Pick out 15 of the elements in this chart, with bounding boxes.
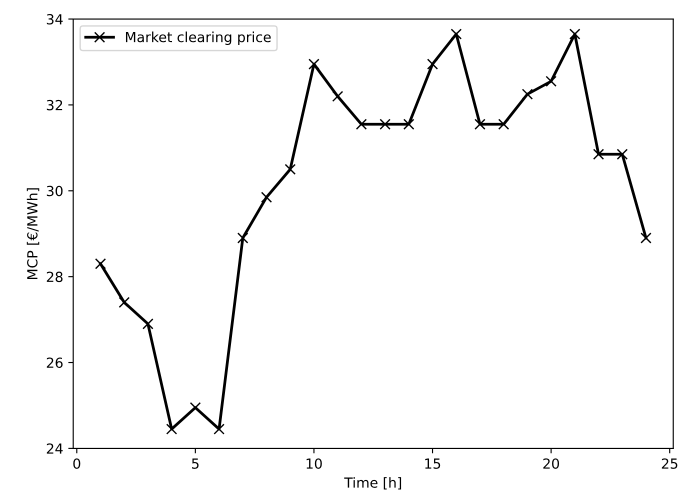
y-axis-title: MCP [€/MWh] bbox=[26, 188, 40, 280]
y-tick-label: 24 bbox=[46, 443, 63, 454]
x-tick-label: 15 bbox=[425, 458, 440, 469]
y-tick-label: 28 bbox=[46, 272, 63, 282]
y-tick-label: 32 bbox=[46, 100, 62, 110]
y-tick-label: 34 bbox=[46, 14, 63, 25]
x-axis-title: Time [h] bbox=[344, 477, 402, 490]
x-tick-label: 25 bbox=[662, 458, 678, 469]
legend-label: Market clearing price bbox=[126, 32, 271, 45]
x-tick-label: 5 bbox=[192, 458, 199, 469]
x-tick-label: 10 bbox=[306, 458, 322, 469]
x-tick-label: 0 bbox=[73, 458, 80, 469]
y-tick-label: 26 bbox=[46, 357, 63, 368]
x-tick-label: 20 bbox=[543, 458, 560, 469]
y-tick-label: 30 bbox=[46, 186, 63, 196]
